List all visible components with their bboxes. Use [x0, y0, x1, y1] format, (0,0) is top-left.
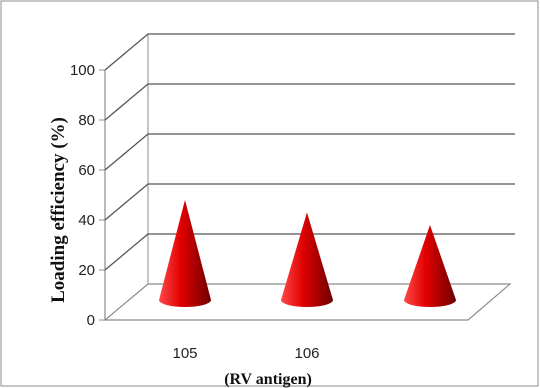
gridline [104, 83, 515, 121]
plot-walls [103, 34, 512, 321]
x-tick-label: 106 [294, 345, 319, 362]
gridline [104, 233, 515, 271]
cone-series [159, 200, 456, 307]
cone-bar [281, 212, 333, 307]
cone-body [159, 200, 211, 307]
y-tick-label: 40 [78, 212, 95, 229]
gridline [104, 133, 515, 171]
gridline [104, 33, 515, 71]
cone-body [281, 212, 333, 307]
floor-plane [103, 283, 512, 321]
cone-body [404, 225, 456, 307]
y-tick-label: 80 [78, 112, 95, 129]
y-axis-label: Loading efficiency (%) [48, 117, 69, 303]
gridlines [104, 33, 515, 271]
y-tick-label: 0 [87, 312, 95, 329]
y-tick-label: 100 [70, 62, 95, 79]
x-axis-categories: 105 106 [172, 345, 319, 362]
y-tick-label: 60 [78, 162, 95, 179]
x-axis-label: (RV antigen) [224, 371, 312, 388]
x-tick-label: 105 [172, 345, 197, 362]
gridline [104, 183, 515, 221]
cone-bar [404, 225, 456, 307]
cone-bar [159, 200, 211, 307]
y-axis-ticks: 0 20 40 60 80 100 [70, 62, 105, 329]
y-tick-label: 20 [78, 262, 95, 279]
